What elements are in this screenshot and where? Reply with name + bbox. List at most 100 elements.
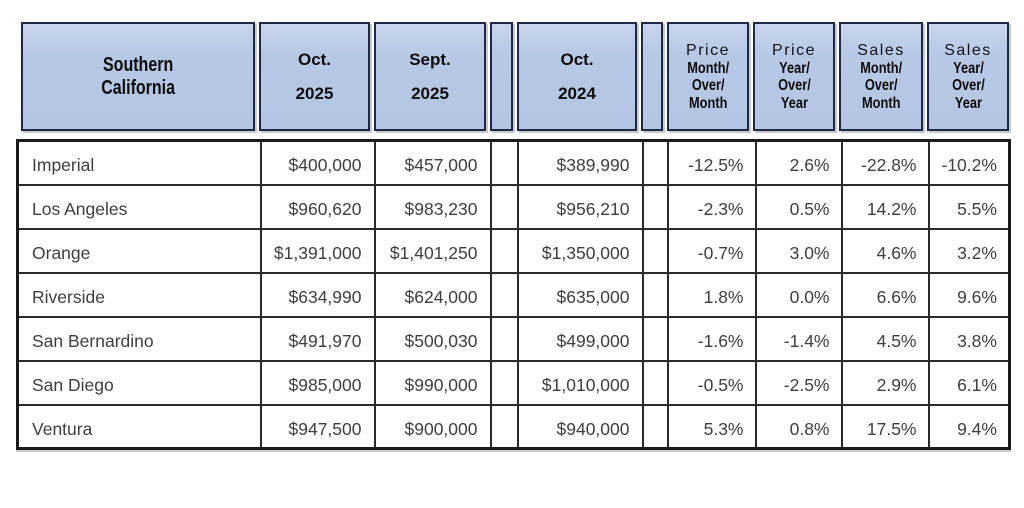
spacer-cell xyxy=(641,227,669,274)
cell-county: Los Angeles xyxy=(16,183,262,230)
cell-sales-mom: -22.8% xyxy=(840,139,930,186)
cell-oct-2024: $635,000 xyxy=(516,271,644,318)
cell-county: Ventura xyxy=(16,403,262,450)
cell-sales-mom: 6.6% xyxy=(840,271,930,318)
table-row: Riverside $634,990 $624,000 $635,000 1.8… xyxy=(16,271,1011,318)
cell-sales-yoy: 3.2% xyxy=(927,227,1011,274)
spacer-cell xyxy=(641,403,669,450)
cell-sept-2025: $1,401,250 xyxy=(373,227,492,274)
header-sept-2025-cell: Sept. 2025 xyxy=(374,22,486,131)
cell-sales-mom: 17.5% xyxy=(840,403,930,450)
spacer-cell xyxy=(641,315,669,362)
spacer-cell xyxy=(489,403,519,450)
cell-oct-2025: $634,990 xyxy=(259,271,376,318)
cell-county: Riverside xyxy=(16,271,262,318)
header-price-mom-cell: Price Month/ Over/ Month xyxy=(667,22,749,131)
cell-oct-2024: $956,210 xyxy=(516,183,644,230)
header-spacer-cell xyxy=(490,22,513,131)
spacer-cell xyxy=(489,227,519,274)
table-row: Orange $1,391,000 $1,401,250 $1,350,000 … xyxy=(16,227,1011,274)
spacer-cell xyxy=(641,271,669,318)
cell-sales-mom: 2.9% xyxy=(840,359,930,406)
spacer-cell xyxy=(641,359,669,406)
cell-sales-mom: 4.5% xyxy=(840,315,930,362)
spacer-cell xyxy=(489,183,519,230)
cell-sales-yoy: 9.6% xyxy=(927,271,1011,318)
cell-county: San Diego xyxy=(16,359,262,406)
cell-oct-2025: $960,620 xyxy=(259,183,376,230)
cell-oct-2025: $400,000 xyxy=(259,139,376,186)
metric-detail-label: Year/ Over/ Year xyxy=(951,59,985,112)
cell-price-yoy: 0.5% xyxy=(754,183,843,230)
cell-price-yoy: -2.5% xyxy=(754,359,843,406)
cell-price-yoy: 2.6% xyxy=(754,139,843,186)
cell-oct-2024: $940,000 xyxy=(516,403,644,450)
cell-county: San Bernardino xyxy=(16,315,262,362)
cell-price-mom: -2.3% xyxy=(666,183,757,230)
cell-sales-yoy: 5.5% xyxy=(927,183,1011,230)
table-header-band: Southern California Oct. 2025 Sept. 2025… xyxy=(21,22,1009,131)
cell-county: Imperial xyxy=(16,139,262,186)
spacer-cell xyxy=(489,315,519,362)
spacer-cell xyxy=(641,183,669,230)
region-title: Southern California xyxy=(101,53,175,99)
cell-price-mom: -0.5% xyxy=(666,359,757,406)
cell-oct-2024: $499,000 xyxy=(516,315,644,362)
spacer-cell xyxy=(489,271,519,318)
header-sales-yoy-cell: Sales Year/ Over/ Year xyxy=(927,22,1009,131)
spacer-cell xyxy=(641,139,669,186)
metric-group-label: Sales xyxy=(857,41,905,59)
spacer-cell xyxy=(489,139,519,186)
cell-price-yoy: -1.4% xyxy=(754,315,843,362)
cell-sept-2025: $990,000 xyxy=(373,359,492,406)
cell-price-mom: -12.5% xyxy=(666,139,757,186)
header-sales-mom-cell: Sales Month/ Over/ Month xyxy=(839,22,923,131)
metric-group-label: Price xyxy=(772,41,816,59)
table-row: Ventura $947,500 $900,000 $940,000 5.3% … xyxy=(16,403,1011,450)
cell-price-mom: 5.3% xyxy=(666,403,757,450)
cell-sept-2025: $457,000 xyxy=(373,139,492,186)
cell-sales-yoy: -10.2% xyxy=(927,139,1011,186)
cell-sales-mom: 4.6% xyxy=(840,227,930,274)
header-oct-2024-cell: Oct. 2024 xyxy=(517,22,637,131)
header-region-cell: Southern California xyxy=(21,22,255,131)
period-month: Oct. xyxy=(297,50,332,69)
cell-oct-2025: $1,391,000 xyxy=(259,227,376,274)
cell-price-yoy: 0.0% xyxy=(754,271,843,318)
cell-price-mom: -0.7% xyxy=(666,227,757,274)
cell-sept-2025: $500,030 xyxy=(373,315,492,362)
metric-detail-label: Month/ Over/ Month xyxy=(860,59,902,112)
cell-price-mom: 1.8% xyxy=(666,271,757,318)
header-oct-2025-cell: Oct. 2025 xyxy=(259,22,370,131)
header-spacer-cell xyxy=(641,22,663,131)
table-row: Los Angeles $960,620 $983,230 $956,210 -… xyxy=(16,183,1011,230)
period-year: 2025 xyxy=(295,84,334,103)
metric-detail-label: Year/ Over/ Year xyxy=(777,59,811,112)
table-row: San Diego $985,000 $990,000 $1,010,000 -… xyxy=(16,359,1011,406)
cell-oct-2025: $947,500 xyxy=(259,403,376,450)
cell-oct-2024: $389,990 xyxy=(516,139,644,186)
cell-county: Orange xyxy=(16,227,262,274)
metric-group-label: Sales xyxy=(944,41,992,59)
cell-sept-2025: $624,000 xyxy=(373,271,492,318)
spacer-cell xyxy=(489,359,519,406)
metric-group-label: Price xyxy=(686,41,730,59)
cell-sales-yoy: 6.1% xyxy=(927,359,1011,406)
cell-sept-2025: $983,230 xyxy=(373,183,492,230)
cell-oct-2025: $491,970 xyxy=(259,315,376,362)
cell-oct-2024: $1,350,000 xyxy=(516,227,644,274)
cell-sales-yoy: 9.4% xyxy=(927,403,1011,450)
socal-home-price-table: Imperial $400,000 $457,000 $389,990 -12.… xyxy=(16,139,1011,450)
cell-sales-mom: 14.2% xyxy=(840,183,930,230)
cell-oct-2025: $985,000 xyxy=(259,359,376,406)
cell-price-yoy: 0.8% xyxy=(754,403,843,450)
cell-oct-2024: $1,010,000 xyxy=(516,359,644,406)
period-month: Oct. xyxy=(560,50,594,69)
period-year: 2024 xyxy=(558,84,596,103)
table-row: San Bernardino $491,970 $500,030 $499,00… xyxy=(16,315,1011,362)
period-year: 2025 xyxy=(411,84,449,103)
cell-price-yoy: 3.0% xyxy=(754,227,843,274)
cell-sales-yoy: 3.8% xyxy=(927,315,1011,362)
cell-price-mom: -1.6% xyxy=(666,315,757,362)
